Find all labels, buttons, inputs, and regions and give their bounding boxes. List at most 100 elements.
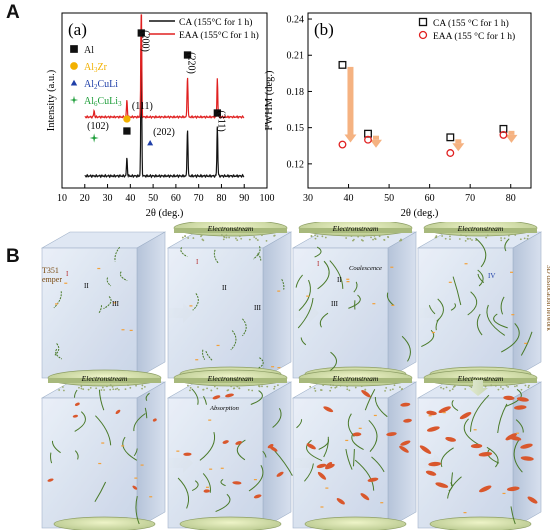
stream-dot [135,384,137,387]
stream-dot [310,235,313,238]
solute-cluster [473,429,477,431]
cube-side-face [136,381,166,529]
decrease-arrow-shaft [508,130,515,135]
solute-cluster [216,344,220,347]
dislocation-line [319,312,329,328]
stream-dot [181,236,184,239]
y-axis-label: Intensity (a.u.) [46,69,57,131]
label-roman-iv: IV [488,272,495,280]
stream-dot [345,237,348,239]
precipitate [516,397,529,402]
precipitate [183,452,192,456]
decrease-arrow-head [505,134,518,143]
stream-dot [227,389,230,391]
stream-dot [187,237,190,239]
chart-a-panel-label: (a) [68,20,87,39]
stream-dot [528,384,530,387]
stream-dot [364,388,367,391]
solute-cluster [208,419,212,421]
stream-dot [58,389,61,391]
stream-dot [466,237,469,240]
stream-dot [360,239,363,241]
dislocation-line [257,253,262,261]
dislocation-line [199,431,216,461]
stream-dot [370,236,372,239]
dislocation-line [374,396,388,418]
dislocation-line [262,450,267,458]
cube-front-face [292,397,389,529]
stream-dot [187,384,189,387]
dislocation-line [450,472,453,486]
dislocation-line [500,323,520,353]
dislocation-line [306,439,323,462]
x-tick-label: 70 [465,193,475,204]
dislocation-line [74,450,79,460]
electronstream-label: Electronstream [207,224,254,233]
x-tick-label: 30 [103,193,113,204]
stream-dot [192,237,195,239]
solute-cluster [358,427,362,429]
stream-dot [251,389,254,392]
stream-dot [261,234,263,237]
dislocation-line [236,439,246,461]
dislocation-line [476,313,483,336]
solute-cluster [502,492,506,495]
dislocation-line [203,396,207,405]
dislocation-line [486,446,499,468]
stream-dot [350,235,353,237]
stream-dot [330,386,333,389]
stream-dot [114,388,117,391]
stream-dot [453,385,456,388]
dislocation-line [180,247,188,258]
stream-dot [238,387,241,390]
electronstream-label: Electronstream [332,374,379,383]
solute-cluster [448,281,452,283]
solute-cluster [55,303,59,305]
dislocation-line [248,465,264,492]
dislocation-line [242,318,247,337]
precipitate [400,402,411,407]
phase-marker-al [70,45,78,53]
precipitate [235,441,242,445]
stream-dot [256,239,259,241]
stream-dot [101,386,104,389]
stream-dot [225,234,228,237]
stream-dot [257,385,260,387]
stream-dot [220,234,223,236]
stream-dot [184,235,187,238]
stream-dot [189,389,191,392]
stream-dot [141,384,144,387]
precipitate [267,444,274,449]
dislocation-line [475,237,487,268]
legend-label: EAA (155°C for 1 h) [179,30,259,41]
precipitate [426,410,437,416]
precipitate [478,451,493,457]
electronstream-label: Electronstream [457,374,504,383]
x-tick-label: 100 [260,193,275,204]
cube-side-face [262,231,292,379]
x-tick-label: 20 [80,193,90,204]
precipitate [74,402,80,406]
precipitate [72,414,79,418]
stream-dot [197,386,199,388]
cube-side-face [512,231,542,379]
solute-cluster [464,263,468,265]
dislocation-line [50,452,53,464]
precipitate [336,498,345,505]
stream-dot [449,235,451,238]
electronstream-plate-bottom [53,516,156,530]
stream-dot [95,387,98,390]
stream-dot [348,389,351,392]
stream-dot [515,384,518,387]
decrease-arrow-head [452,143,465,152]
stream-dot [87,388,90,391]
stream-dot [514,385,516,388]
solute-cluster [511,314,515,316]
stream-dot [440,386,442,389]
legend-label: CA (155 °C for 1 h) [433,18,509,29]
stream-dot [400,238,402,241]
peak-label: (200) [139,30,150,52]
legend-marker [418,30,428,40]
stream-dot [223,236,226,239]
dislocation-line [317,260,330,290]
